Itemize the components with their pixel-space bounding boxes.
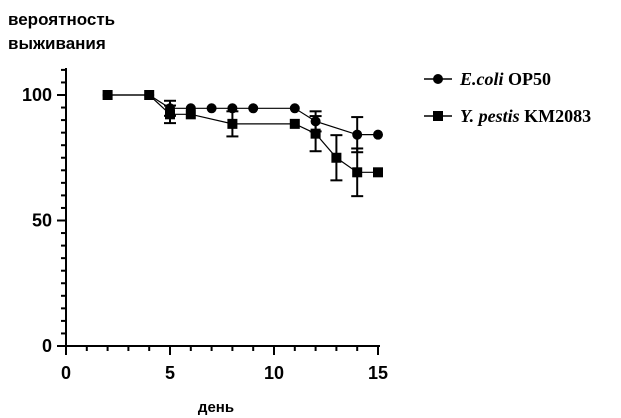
y-axis-label: вероятность выживания [8,10,115,53]
legend-label-rest: OP50 [504,69,552,89]
data-point [373,167,383,178]
data-point [289,118,300,129]
data-point [227,118,238,129]
legend-label-italic: E.coli [459,69,504,89]
legend-square-marker [433,111,443,121]
data-point [248,103,259,114]
data-point [102,90,113,100]
data-point [289,103,300,114]
y-tick-label: 100 [22,85,52,105]
data-point [185,109,196,120]
data-point [373,129,383,140]
data-point [144,90,155,100]
data-point [352,129,363,140]
plot-area [102,90,383,198]
x-tick-label: 5 [165,363,175,383]
legend-entry: Y. pestis KM2083 [424,106,591,126]
y-tick-label: 0 [42,336,52,356]
y-axis-label-line-2: выживания [8,34,106,53]
axes: 0 50 100 0 5 10 15 [22,68,388,383]
x-axis-label: день [198,399,234,416]
legend-label-italic: Y. pestis [460,106,520,126]
data-point [331,152,342,163]
series-line [107,94,378,173]
data-point [352,167,363,178]
series-ypestis [102,90,383,198]
data-point [165,109,175,120]
legend-label: E.coli OP50 [459,69,551,89]
data-point [206,103,217,114]
legend-circle-marker [433,74,443,84]
legend-entry: E.coli OP50 [424,69,551,89]
x-tick-label: 10 [264,363,284,383]
series-line [107,94,378,136]
legend-label: Y. pestis KM2083 [460,106,591,126]
data-point [310,128,321,139]
legend-label-rest: KM2083 [520,106,592,126]
x-tick-label: 0 [61,363,71,383]
x-tick-label: 15 [368,363,388,383]
y-tick-label: 50 [32,211,52,231]
legend: E.coli OP50 Y. pestis KM2083 [424,69,591,126]
y-axis-label-line-1: вероятность [8,10,115,29]
